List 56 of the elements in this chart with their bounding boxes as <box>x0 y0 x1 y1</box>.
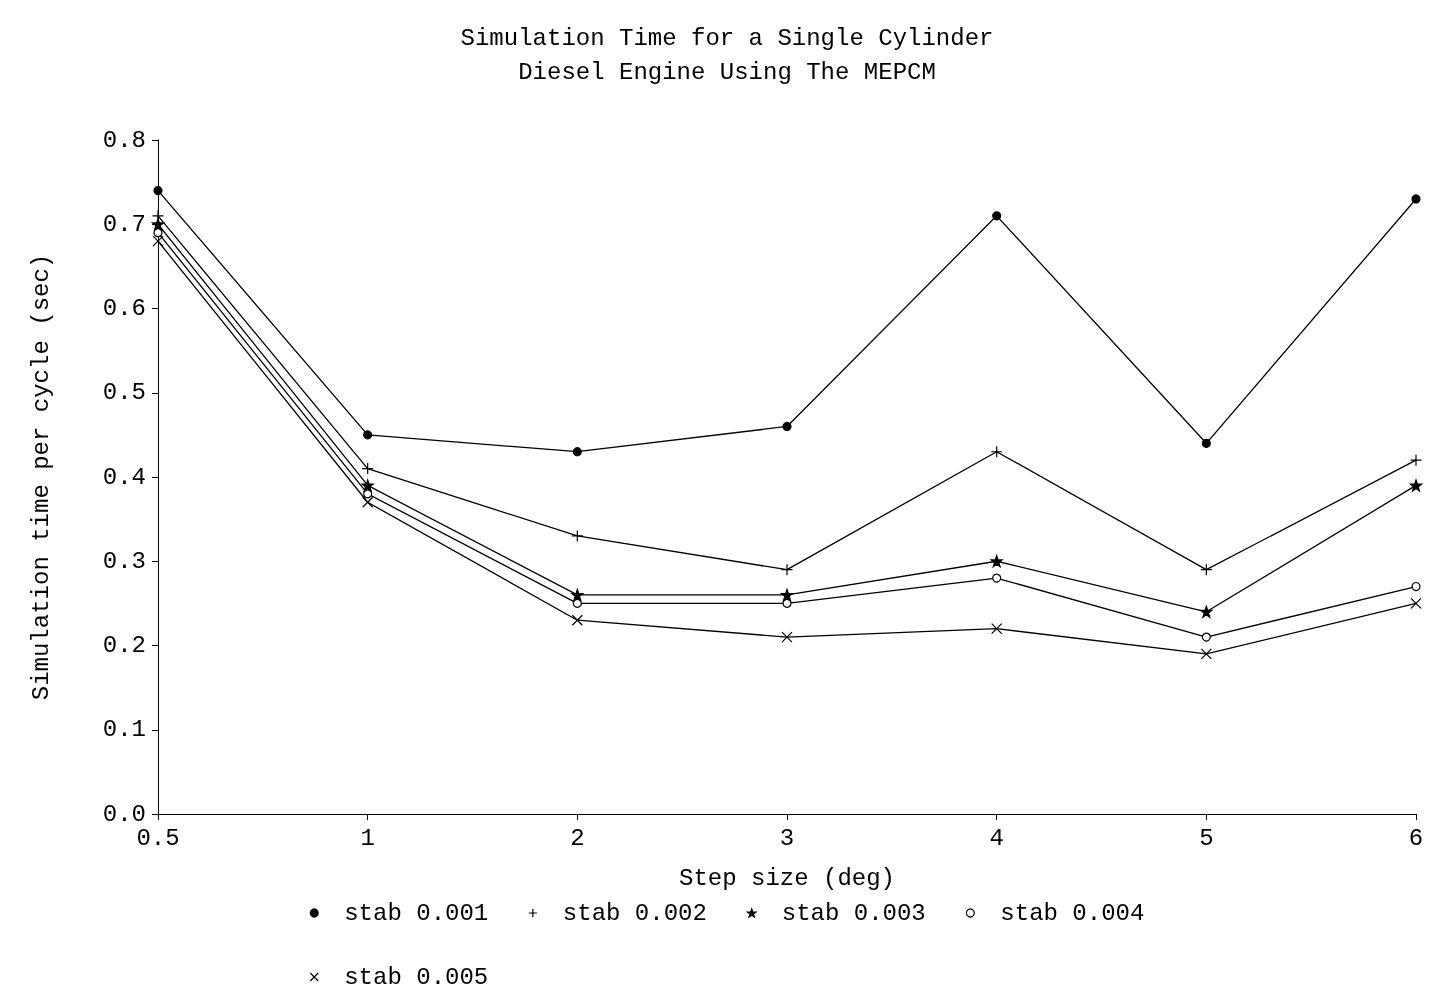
chart-title: Simulation Time for a Single Cylinder Diesel Engine Using The MEPCM <box>460 24 994 86</box>
point <box>1200 563 1213 576</box>
y-axis-title: Simulation time per cycle (sec) <box>27 253 55 701</box>
point <box>1409 454 1423 467</box>
legend-label: stab 0.001 <box>344 899 489 927</box>
point <box>990 445 1003 458</box>
legend-label: stab 0.002 <box>562 899 707 927</box>
point <box>991 623 1003 635</box>
x-tick-label: 3 <box>779 824 795 852</box>
point <box>1200 605 1213 618</box>
y-tick-label: 0.4 <box>102 463 146 491</box>
y-tick-label: 0.2 <box>102 632 146 659</box>
legend-label: stab 0.005 <box>344 963 489 991</box>
point <box>152 235 164 247</box>
x-tick-label: 4 <box>989 824 1004 852</box>
point <box>1409 479 1423 492</box>
x-tick-label: 5 <box>1199 824 1214 852</box>
point <box>571 588 584 602</box>
point <box>1411 194 1421 204</box>
y-tick-label: 0.6 <box>102 295 146 322</box>
point <box>363 430 373 440</box>
point <box>780 563 794 576</box>
point <box>572 598 582 608</box>
y-tick-label: 0.7 <box>102 210 146 238</box>
x-tick-label: 6 <box>1408 824 1424 852</box>
point <box>992 573 1002 583</box>
point <box>781 631 793 643</box>
point <box>363 489 373 499</box>
legend-label: stab 0.004 <box>1000 899 1145 927</box>
point <box>153 228 163 238</box>
point <box>361 462 374 475</box>
point <box>571 614 583 626</box>
y-tick-label: 0.1 <box>102 716 146 744</box>
point <box>990 555 1003 568</box>
x-tick-label: 2 <box>570 824 585 852</box>
point <box>153 185 163 196</box>
point <box>361 479 374 492</box>
y-tick-label: 0.3 <box>102 547 146 575</box>
y-tick-label: 0.8 <box>102 126 146 154</box>
point <box>1201 438 1211 448</box>
point <box>782 421 792 432</box>
point <box>782 598 792 608</box>
point <box>1201 632 1211 642</box>
point <box>992 211 1002 221</box>
x-axis-title: Step size (deg) <box>678 864 896 892</box>
point <box>362 496 374 508</box>
point <box>571 529 584 543</box>
point <box>572 447 582 457</box>
point <box>1410 597 1422 609</box>
point <box>1200 648 1212 660</box>
point <box>1411 581 1421 592</box>
y-tick-label: 0.5 <box>102 379 146 407</box>
x-tick-label: 1 <box>360 824 375 852</box>
legend-label: stab 0.003 <box>781 899 926 927</box>
point <box>780 588 794 602</box>
point <box>151 218 165 231</box>
